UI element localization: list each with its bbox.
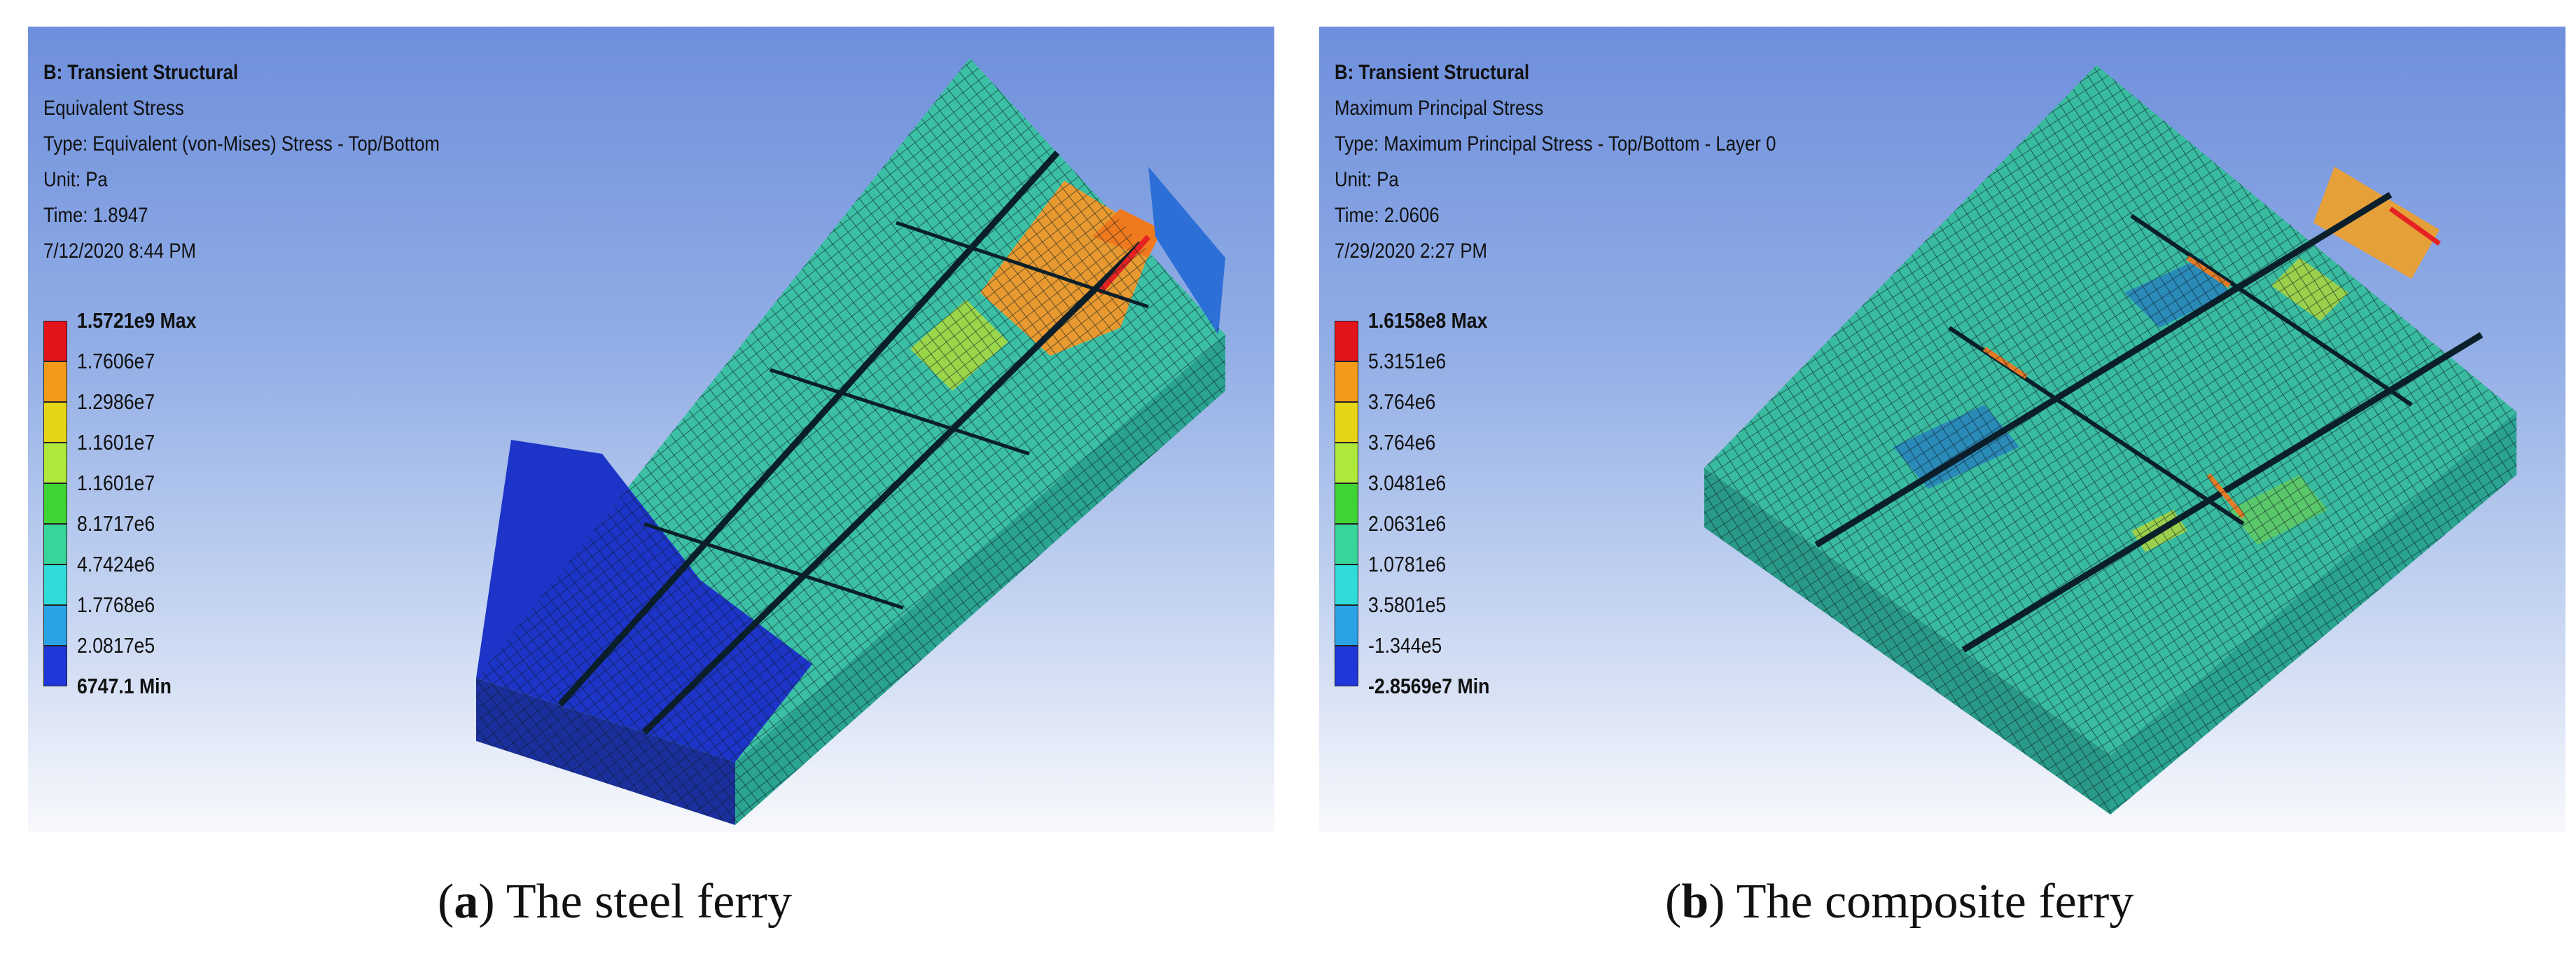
legend-label: 1.0781e6 — [1368, 552, 1447, 576]
legend-max-label: 1.6158e8 Max — [1368, 308, 1488, 333]
legend-max-label: 1.5721e9 Max — [77, 308, 197, 333]
result-viewport-composite[interactable]: B: Transient Structural Maximum Principa… — [1319, 27, 2565, 832]
result-time: Time: 1.8947 — [43, 204, 148, 227]
analysis-title: B: Transient Structural — [1335, 61, 1530, 84]
legend-swatch — [43, 605, 67, 646]
legend-swatch — [1335, 402, 1358, 443]
legend-swatch — [43, 524, 67, 564]
legend-swatch — [43, 402, 67, 443]
caption-letter: a — [454, 875, 479, 929]
legend-label: 3.764e6 — [1368, 430, 1436, 455]
legend-label: 2.0631e6 — [1368, 511, 1447, 536]
legend-swatch — [1335, 361, 1358, 402]
result-date: 7/29/2020 2:27 PM — [1335, 240, 1488, 263]
legend-min-label: 6747.1 Min — [77, 674, 172, 698]
caption-letter: b — [1681, 875, 1709, 929]
result-unit: Unit: Pa — [1335, 168, 1399, 191]
result-time: Time: 2.0606 — [1335, 204, 1440, 227]
legend-swatch — [1335, 564, 1358, 605]
result-unit: Unit: Pa — [43, 168, 108, 191]
caption-a: (a) The steel ferry — [438, 875, 792, 929]
result-name: Equivalent Stress — [43, 97, 184, 120]
result-type: Type: Equivalent (von-Mises) Stress - To… — [43, 132, 440, 155]
legend-label: 2.0817e5 — [77, 633, 155, 658]
result-date: 7/12/2020 8:44 PM — [43, 240, 197, 263]
analysis-title: B: Transient Structural — [43, 61, 239, 84]
legend-label: 5.3151e6 — [1368, 349, 1447, 373]
composite-ferry-mesh-model[interactable] — [1319, 27, 2565, 832]
caption-text: The composite ferry — [1736, 875, 2134, 929]
legend-label: 4.7424e6 — [77, 552, 155, 576]
legend-label: 8.1717e6 — [77, 511, 155, 536]
legend-label: 1.1601e7 — [77, 430, 155, 455]
result-info-block: B: Transient Structural Equivalent Stres… — [43, 55, 504, 269]
legend-swatch — [43, 483, 67, 524]
legend-label: 3.5801e5 — [1368, 593, 1447, 617]
legend-label: 1.2986e7 — [77, 389, 155, 414]
legend-label: 3.764e6 — [1368, 389, 1436, 414]
legend-swatch — [43, 361, 67, 402]
result-viewport-steel[interactable]: B: Transient Structural Equivalent Stres… — [28, 27, 1274, 832]
caption-text: The steel ferry — [506, 875, 792, 929]
legend-label: 1.7606e7 — [77, 349, 155, 373]
legend-swatch — [1335, 524, 1358, 564]
legend-swatch — [1335, 483, 1358, 524]
result-info-block: B: Transient Structural Maximum Principa… — [1335, 55, 1848, 269]
legend-swatch — [43, 321, 67, 361]
legend-swatch — [43, 646, 67, 686]
legend-label: 1.1601e7 — [77, 471, 155, 495]
steel-ferry-mesh-model[interactable] — [28, 27, 1274, 832]
legend-swatch — [1335, 646, 1358, 686]
legend-swatch — [43, 564, 67, 605]
legend-min-label: -2.8569e7 Min — [1368, 674, 1490, 698]
legend-swatch — [43, 443, 67, 483]
legend-label: 3.0481e6 — [1368, 471, 1447, 495]
result-name: Maximum Principal Stress — [1335, 97, 1544, 120]
legend-swatch — [1335, 605, 1358, 646]
legend-label: -1.344e5 — [1368, 633, 1442, 658]
result-type: Type: Maximum Principal Stress - Top/Bot… — [1335, 132, 1776, 155]
legend-label: 1.7768e6 — [77, 593, 155, 617]
legend-swatch — [1335, 443, 1358, 483]
legend-swatch — [1335, 321, 1358, 361]
caption-b: (b) The composite ferry — [1665, 875, 2134, 929]
